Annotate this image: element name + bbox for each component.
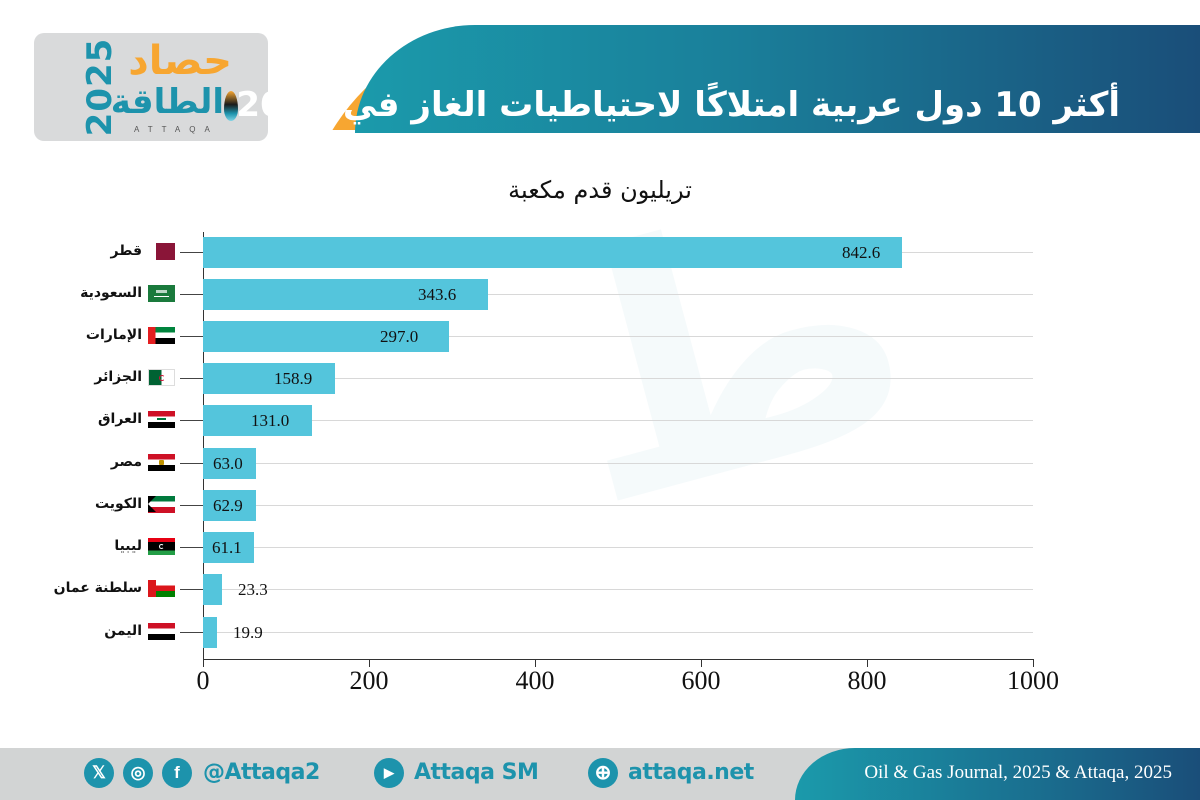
youtube-icon[interactable]: ▶	[374, 758, 404, 788]
y-axis	[203, 232, 204, 660]
y-tick	[180, 505, 203, 506]
bar-value: 131.0	[251, 411, 290, 430]
gridline	[203, 589, 1033, 590]
y-tick	[180, 252, 203, 253]
bar-algeria	[203, 363, 335, 394]
x-tick	[535, 659, 536, 667]
gridline	[203, 420, 1033, 421]
globe-icon[interactable]: ⊕	[588, 758, 618, 788]
page-title: أكثر 10 دول عربية امتلاكًا لاحتياطيات ال…	[236, 85, 1120, 125]
bar-oman	[203, 574, 222, 605]
x-tick-label: 600	[681, 666, 721, 695]
gridline	[203, 632, 1033, 633]
gridline	[203, 505, 1033, 506]
x-tick-label: 200	[349, 666, 389, 695]
bar-iraq	[203, 405, 312, 436]
country-label: اليمن	[104, 623, 142, 639]
qatar-flag-icon	[148, 243, 175, 260]
x-tick	[867, 659, 868, 667]
country-label: مصر	[110, 454, 142, 470]
source-text: Oil & Gas Journal, 2025 & Attaqa, 2025	[864, 762, 1172, 783]
bar-value: 158.9	[274, 369, 313, 388]
x-tick-label: 1000	[1007, 666, 1059, 695]
bar-value: 297.0	[380, 327, 419, 346]
country-label: الإمارات	[85, 327, 142, 343]
bar-value: 63.0	[213, 454, 243, 473]
x-tick-label: 400	[515, 666, 555, 695]
y-tick	[180, 589, 203, 590]
y-tick	[180, 336, 203, 337]
egypt-flag-icon	[148, 454, 175, 471]
bar-value: 19.9	[233, 623, 263, 642]
bar-libya	[203, 532, 254, 563]
website-link[interactable]: attaqa.net	[628, 760, 754, 785]
x-tick-label: 800	[847, 666, 887, 695]
country-label: سلطنة عمان	[53, 580, 142, 596]
bar-value: 23.3	[238, 580, 268, 599]
x-tick-label: 0	[196, 666, 210, 695]
algeria-flag-icon	[148, 369, 175, 386]
drop-icon	[224, 91, 238, 121]
y-tick	[180, 463, 203, 464]
logo-top-text: حصاد	[128, 38, 232, 84]
country-label: ليبيا	[114, 538, 142, 554]
logo-bottom-text: الطاقة	[110, 82, 224, 122]
country-label: الكويت	[94, 496, 142, 512]
gridline	[203, 294, 1033, 295]
x-tick	[701, 659, 702, 667]
header-band: أكثر 10 دول عربية امتلاكًا لاحتياطيات ال…	[236, 25, 1200, 133]
x-tick	[369, 659, 370, 667]
gridline	[203, 336, 1033, 337]
y-tick	[180, 632, 203, 633]
source-band: Oil & Gas Journal, 2025 & Attaqa, 2025	[795, 748, 1200, 800]
kuwait-flag-icon	[148, 496, 175, 513]
bar-value: 62.9	[213, 496, 243, 515]
bar-qatar	[203, 237, 902, 268]
y-tick	[180, 294, 203, 295]
gridline	[203, 463, 1033, 464]
bar-saudi	[203, 279, 488, 310]
bar-egypt	[203, 448, 256, 479]
gridline	[203, 378, 1033, 379]
yemen-flag-icon	[148, 623, 175, 640]
social-handle-link[interactable]: @Attaqa2	[203, 760, 320, 785]
bar-kuwait	[203, 490, 256, 521]
iraq-flag-icon	[148, 411, 175, 428]
country-label: قطر	[110, 243, 142, 259]
facebook-icon[interactable]: f	[162, 758, 192, 788]
bar-yemen	[203, 617, 217, 648]
country-label: العراق	[98, 411, 142, 427]
y-tick	[180, 547, 203, 548]
x-tick	[1033, 659, 1034, 667]
uae-flag-icon	[148, 327, 175, 344]
libya-flag-icon	[148, 538, 175, 555]
oman-flag-icon	[148, 580, 175, 597]
logo-latin-text: ATTAQA	[134, 125, 219, 134]
youtube-link[interactable]: Attaqa SM	[414, 760, 539, 785]
gridline	[203, 547, 1033, 548]
country-label: الجزائر	[94, 369, 142, 385]
x-twitter-icon[interactable]: 𝕏	[84, 758, 114, 788]
bar-uae	[203, 321, 449, 352]
x-axis	[203, 659, 1033, 660]
instagram-icon[interactable]: ◎	[123, 758, 153, 788]
chart-unit-label: تريليون قدم مكعبة	[508, 176, 692, 204]
country-label: السعودية	[80, 285, 142, 301]
bar-value: 61.1	[212, 538, 242, 557]
y-tick	[180, 420, 203, 421]
y-tick	[180, 378, 203, 379]
saudi-flag-icon	[148, 285, 175, 302]
brand-logo: 2025 حصاد الطاقة ATTAQA	[34, 33, 268, 141]
bar-value: 842.6	[842, 243, 881, 262]
bar-value: 343.6	[418, 285, 457, 304]
x-tick	[203, 659, 204, 667]
